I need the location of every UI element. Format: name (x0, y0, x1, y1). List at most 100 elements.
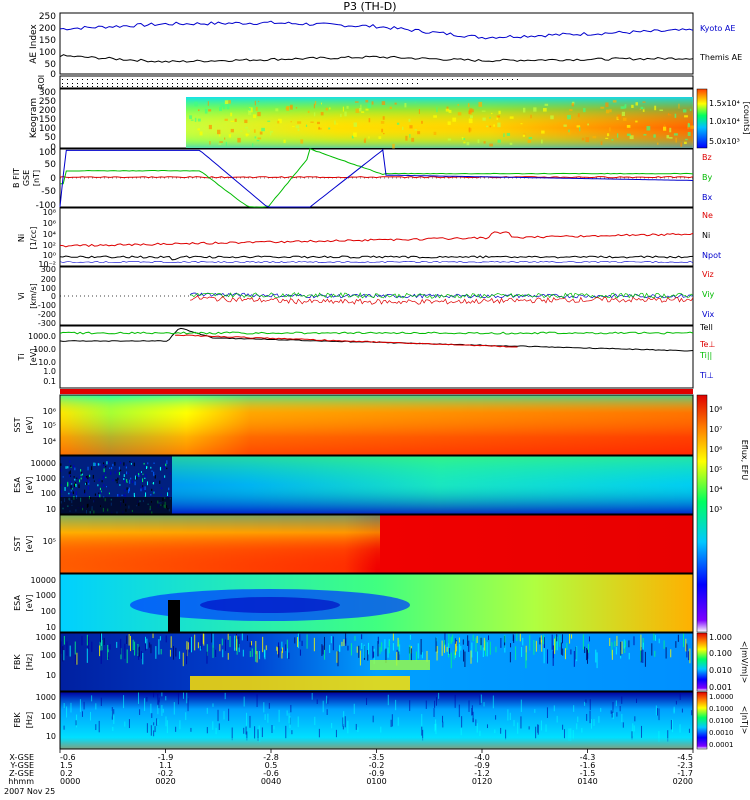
svg-text:1.0: 1.0 (43, 367, 56, 376)
esa-ion-ylabel-2: [eV] (25, 477, 34, 494)
footer-y_gse-value: 1.1 (159, 761, 172, 770)
footer-x_gse-value: -4.3 (580, 753, 596, 762)
svg-text:10⁴: 10⁴ (43, 437, 56, 446)
svg-text:100: 100 (41, 489, 56, 498)
footer-z_gse-value: -0.6 (263, 769, 279, 778)
svg-text:0.1000: 0.1000 (709, 705, 734, 713)
mode-bar (60, 389, 693, 394)
svg-text:-300: -300 (38, 319, 56, 328)
footer-z_gse-value: -1.2 (474, 769, 490, 778)
ni-panel: Ni [1/cc] 10⁸ 10⁶ 10⁴ 10² 10⁰ 10⁻² Ne Ni… (17, 207, 721, 269)
svg-text:hhmm: hhmm (8, 777, 34, 786)
footer-y_gse-value: -2.3 (677, 761, 693, 770)
svg-text:300: 300 (41, 265, 56, 274)
bz-line (59, 176, 694, 179)
svg-text:X-GSE: X-GSE (9, 753, 34, 762)
svg-text:1000: 1000 (36, 633, 56, 642)
legend-bz: Bz (702, 153, 712, 162)
tipar-line (59, 331, 694, 335)
svg-text:1000: 1000 (36, 693, 56, 702)
keogram-cbar-label: [counts] (742, 102, 750, 135)
keogram-colorbar (696, 88, 708, 149)
legend-tell: Tell (699, 323, 713, 332)
viy-line (189, 292, 694, 299)
svg-text:200: 200 (41, 275, 56, 284)
sst-electron-ylabel-1: SST (13, 536, 22, 551)
svg-text:10⁷: 10⁷ (709, 425, 722, 434)
footer-hhmm-value: 0100 (366, 777, 386, 786)
svg-text:1000.0: 1000.0 (28, 332, 56, 341)
vi-panel: Vi [km/s] 300 200 100 0 -100 -200 -300 V… (17, 265, 715, 328)
esa-electron-ticks: 10000 1000 100 10 (31, 576, 56, 632)
roi-panel: ROI (37, 75, 694, 89)
svg-text:10⁶: 10⁶ (43, 219, 56, 228)
ni-line (59, 255, 694, 261)
sst-ion-ylabel-1: SST (13, 417, 22, 432)
svg-text:200: 200 (39, 24, 56, 34)
fbk-e-cbar-ticks: 1.000 0.100 0.010 0.001 (709, 633, 732, 692)
bfit-ylabel-2: GSE (22, 170, 31, 186)
legend-ni: Ni (702, 231, 710, 240)
svg-text:0.1: 0.1 (43, 377, 56, 386)
svg-text:5.0x10³: 5.0x10³ (709, 137, 740, 146)
footer-x_gse-value: -1.9 (158, 753, 174, 762)
svg-text:10⁶: 10⁶ (709, 445, 722, 454)
svg-text:10: 10 (46, 505, 56, 514)
svg-text:250: 250 (39, 12, 56, 22)
vi-ticks: 300 200 100 0 -100 -200 -300 (38, 265, 56, 328)
keogram-ticks: 300 250 200 150 100 50 0 (39, 88, 56, 153)
footer-x_gse-value: -3.5 (369, 753, 385, 762)
svg-text:0.0001: 0.0001 (709, 741, 734, 749)
fbk-b-ticks: 1000 100 10 (36, 693, 56, 741)
bx-line (59, 149, 694, 208)
svg-text:100: 100 (41, 712, 56, 721)
footer-y_gse-value: -0.2 (369, 761, 385, 770)
ae-ylabel: AE Index (29, 24, 39, 64)
svg-text:100.0: 100.0 (33, 345, 56, 354)
svg-text:1.5x10⁴: 1.5x10⁴ (709, 99, 740, 108)
ti-ylabel-2: [eV] (29, 349, 38, 366)
footer-row-labels: X-GSE Y-GSE Z-GSE hhmm (8, 753, 34, 786)
ae-ticks: 250 200 150 100 50 0 (39, 12, 56, 80)
esa-electron-ylabel-1: ESA (13, 595, 22, 611)
fbk-e-cbar-label: <|mV/m|> (740, 641, 749, 684)
svg-text:100: 100 (41, 607, 56, 616)
sst-ion-ticks: 10⁶ 10⁵ 10⁴ (43, 407, 56, 446)
esa-ion-ylabel-1: ESA (13, 477, 22, 493)
svg-text:10⁰: 10⁰ (43, 251, 56, 260)
svg-text:-100: -100 (38, 301, 56, 310)
footer-axis: X-GSE Y-GSE Z-GSE hhmm -0.61.50.20000-1.… (4, 749, 694, 796)
fbk-e-ylabel-1: FBK (13, 654, 22, 670)
legend-teperp: Te⊥ (699, 340, 715, 349)
legend-viz: Viz (702, 270, 714, 279)
legend-npot: Npot (702, 251, 721, 260)
eflux-cbar-label: Eflux, EFU (740, 440, 749, 481)
footer-hhmm-value: 0040 (261, 777, 281, 786)
fbk-e-colorbar (696, 632, 708, 692)
footer-z_gse-value: 0.2 (60, 769, 73, 778)
legend-bx: Bx (702, 193, 712, 202)
by-line (60, 148, 694, 208)
footer-y_gse-value: 1.5 (60, 761, 73, 770)
esa-ion-panel: ESA [eV] 10000 1000 100 10 (13, 455, 694, 516)
ti-panel: Ti [eV] 1000.0 100.0 10.0 1.0 0.1 Tell T… (17, 323, 715, 389)
svg-text:10⁴: 10⁴ (709, 485, 722, 494)
svg-text:100: 100 (39, 148, 56, 158)
footer-y_gse-value: -0.9 (474, 761, 490, 770)
svg-text:200: 200 (39, 106, 56, 116)
footer-z_gse-value: -1.5 (580, 769, 596, 778)
legend-ne: Ne (702, 211, 713, 220)
sst-electron-tick: 10⁵ (43, 537, 56, 546)
footer-z_gse-value: -0.9 (369, 769, 385, 778)
svg-text:-200: -200 (38, 310, 56, 319)
svg-text:-100: -100 (36, 201, 57, 211)
svg-text:10⁸: 10⁸ (709, 405, 722, 414)
bfit-ylabel-3: [nT] (32, 170, 41, 186)
svg-text:Z-GSE: Z-GSE (9, 769, 34, 778)
kyoto-ae-line (59, 20, 694, 40)
fbk-b-colorbar (696, 691, 708, 750)
svg-text:0: 0 (51, 292, 56, 301)
ae-panel: AE Index 250 200 150 100 50 0 Kyoto AE T… (29, 12, 742, 80)
bfit-ylabel-1: B FIT (12, 168, 21, 188)
footer-x_gse-value: -2.8 (263, 753, 279, 762)
